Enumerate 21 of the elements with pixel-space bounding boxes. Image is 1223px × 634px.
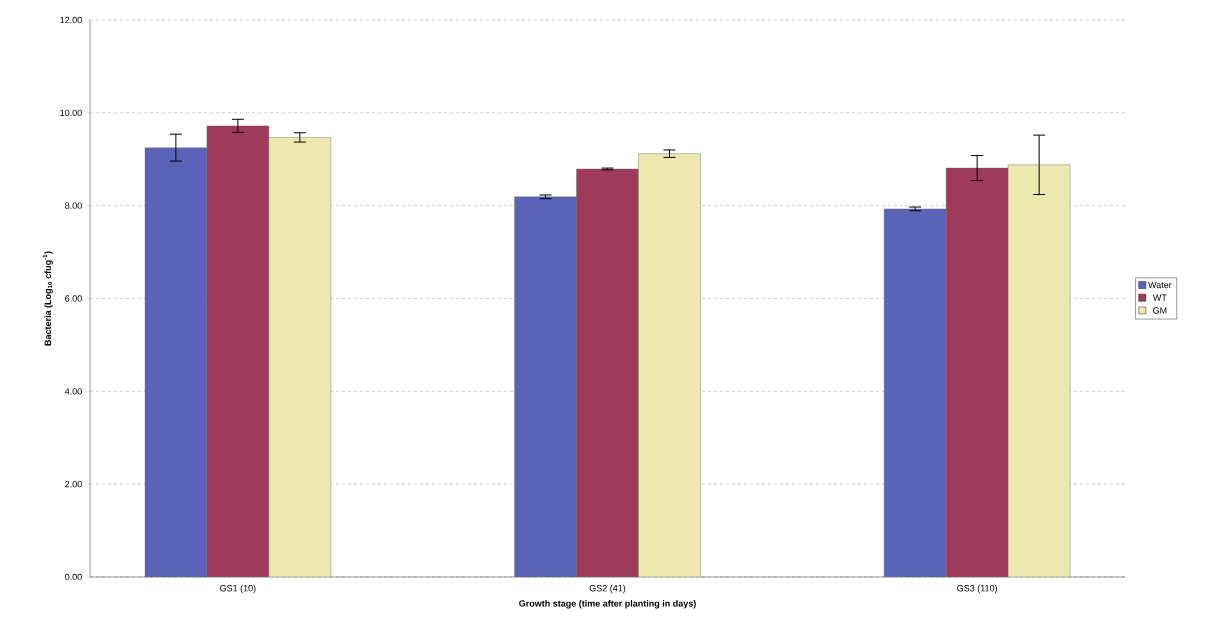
x-axis-title: Growth stage (time after planting in days)	[519, 600, 696, 609]
y-tick-label: 8.00	[65, 202, 82, 209]
x-tick-label: GS2 (41)	[589, 584, 626, 594]
bar	[945, 167, 1009, 577]
y-tick-label: 12.00	[60, 16, 82, 24]
y-axis-title: Bacteria (Log$_{10}$ cfug$^{-1}$)	[42, 251, 53, 346]
y-tick-label: 0.00	[65, 573, 82, 581]
bar	[514, 196, 577, 577]
bar	[576, 168, 639, 577]
y-tick-label: 6.00	[65, 295, 82, 302]
y-tick-label: 2.00	[65, 480, 82, 488]
bar	[883, 208, 947, 577]
legend-label: GM	[1153, 307, 1167, 314]
y-tick-label: 4.00	[64, 388, 82, 395]
x-tick-label: GS1 (10)	[220, 584, 256, 594]
bar	[206, 125, 270, 577]
x-tick-label: GS3 (110)	[957, 584, 998, 594]
y-tick-label: 10.00	[60, 109, 82, 117]
bar	[144, 147, 208, 577]
legend-label: Water	[1148, 281, 1172, 289]
legend-label: WT	[1152, 294, 1167, 301]
